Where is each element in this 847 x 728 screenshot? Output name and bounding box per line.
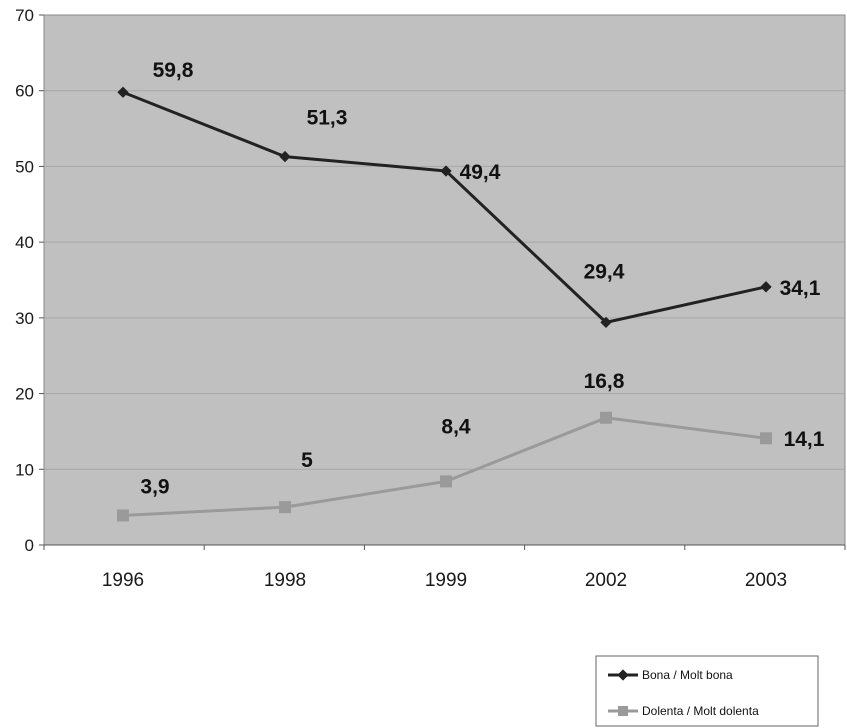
data-label-bona-1996: 59,8	[153, 59, 194, 82]
x-tick-label-2003: 2003	[745, 570, 787, 591]
point-dolenta-2003	[760, 432, 772, 445]
data-label-dolenta-2003: 14,1	[784, 428, 825, 451]
data-label-dolenta-1996: 3,9	[140, 475, 169, 498]
point-bona-2002	[600, 316, 612, 329]
y-tick-label-30: 30	[15, 309, 34, 328]
y-tick-label-0: 0	[25, 536, 34, 555]
legend: Bona / Molt bona Dolenta / Molt dolenta	[595, 655, 819, 727]
y-axis-ticks: 0 10 20 30 40 50 60 70	[15, 6, 44, 555]
gridlines	[44, 90, 845, 470]
legend-box	[595, 655, 819, 727]
x-tick-label-1998: 1998	[264, 570, 306, 591]
y-tick-label-20: 20	[15, 385, 34, 404]
y-tick-label-10: 10	[15, 460, 34, 479]
x-axis-ticks: 1996 1998 1999 2002 2003	[43, 545, 846, 591]
legend-label-bona: Bona / Molt bona	[642, 668, 733, 682]
data-labels: 59,8 51,3 49,4 29,4 34,1 3,9 5 8,4 16,8 14,1	[140, 59, 824, 498]
point-dolenta-1998	[279, 501, 291, 514]
y-tick-label-60: 60	[15, 82, 34, 101]
data-label-dolenta-1998: 5	[301, 449, 313, 472]
plot-area	[43, 14, 846, 546]
legend-label-dolenta: Dolenta / Molt dolenta	[642, 704, 759, 718]
data-label-bona-1998: 51,3	[307, 107, 348, 130]
point-dolenta-2002	[600, 411, 612, 424]
point-bona-1999	[440, 165, 452, 177]
y-tick-label-70: 70	[15, 6, 34, 25]
x-tick-label-1996: 1996	[102, 570, 144, 591]
data-label-bona-2003: 34,1	[780, 277, 821, 300]
data-label-dolenta-2002: 16,8	[584, 370, 625, 393]
point-dolenta-1999	[440, 475, 452, 488]
point-dolenta-1996	[117, 509, 129, 522]
point-bona-2003	[760, 281, 772, 293]
data-label-bona-1999: 49,4	[460, 161, 501, 184]
x-tick-label-1999: 1999	[425, 570, 467, 591]
data-label-dolenta-1999: 8,4	[441, 415, 471, 438]
x-tick-label-2002: 2002	[585, 570, 627, 591]
legend-marker-dolenta	[618, 706, 628, 716]
data-label-bona-2002: 29,4	[584, 260, 625, 283]
y-tick-label-40: 40	[15, 233, 34, 252]
legend-marker-bona	[617, 669, 629, 681]
point-bona-1998	[279, 150, 291, 163]
y-tick-label-50: 50	[15, 157, 34, 176]
